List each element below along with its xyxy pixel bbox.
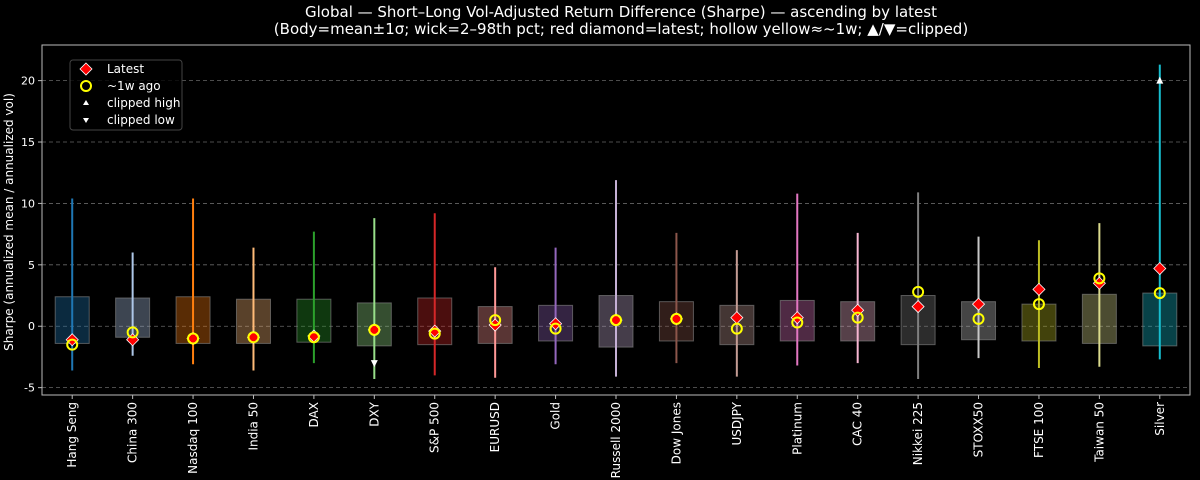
y-axis-label: Sharpe (annualized mean / annualized vol… [2,93,16,351]
week-ago-marker [368,323,381,336]
week-ago-marker [1093,272,1106,285]
x-tick-label: China 300 [126,402,140,463]
box-india-50 [235,247,271,371]
week-ago-marker [1153,287,1166,300]
x-tick-label: Russell 2000 [609,402,623,478]
box-taiwan-50 [1081,223,1117,367]
latest-marker [911,300,925,314]
box-silver [1142,64,1178,360]
x-tick-label: EURUSD [488,402,502,452]
box-nasdaq-100 [175,198,211,365]
box-platinum [779,193,815,366]
legend-diamond-icon [79,62,93,76]
box-eurusd [477,267,513,378]
x-tick-label: Gold [549,402,563,430]
week-ago-marker [247,331,260,344]
clipped-high-marker [1156,76,1164,84]
legend-label: Latest [107,62,144,76]
week-ago-marker [1032,298,1045,311]
box-usdjpy [719,250,755,377]
x-tick-label: Dow Jones [669,402,683,464]
x-tick-label: USDJPY [730,401,744,445]
week-ago-marker [670,312,683,325]
chart-subtitle: (Body=mean±1σ; wick=2–98th pct; red diam… [274,20,968,38]
x-tick-label: S&P 500 [428,402,442,453]
box-hang-seng [54,198,90,371]
week-ago-marker [549,322,562,335]
x-tick-label: CAC 40 [851,402,865,446]
legend-label: clipped low [107,113,175,127]
x-tick-label: STOXX50 [972,402,986,457]
x-tick-label: Platinum [790,402,804,455]
y-tick-label: 10 [21,197,35,210]
box-dax [296,231,332,364]
box-ftse-100 [1021,240,1057,368]
latest-marker [1032,282,1046,296]
box-russell-2000 [598,180,634,377]
legend-triangle-down-icon [83,118,89,123]
x-tick-label: DAX [307,402,321,427]
x-tick-label: Silver [1153,402,1167,436]
week-ago-marker [66,338,79,351]
box-gold [538,247,574,365]
box-dow-jones [658,232,694,364]
x-tick-label: Hang Seng [65,402,79,468]
week-ago-marker [972,312,985,325]
box-s-p-500 [417,213,453,376]
y-tick-label: 0 [28,320,35,333]
week-ago-marker [610,314,622,327]
legend: Latest ~1w ago clipped high clipped low [69,59,183,131]
box-stoxx50 [961,236,997,359]
x-tick-label: FTSE 100 [1032,402,1046,458]
x-tick-label: India 50 [246,402,260,451]
week-ago-marker [187,332,200,345]
week-ago-marker [126,326,139,339]
box-nikkei-225 [900,192,936,380]
week-ago-marker [791,316,804,329]
week-ago-marker [730,322,743,335]
latest-marker [971,297,986,311]
box-china-300 [115,252,151,356]
week-ago-marker [489,314,502,327]
legend-triangle-up-icon [83,100,89,105]
y-tick-label: -5 [24,382,35,395]
box-dxy [356,218,392,380]
legend-label: ~1w ago [107,79,161,93]
legend-label: clipped high [107,96,180,110]
x-tick-label: Nikkei 225 [911,402,925,465]
chart-title: Global — Short–Long Vol-Adjusted Return … [305,3,937,21]
x-tick-label: DXY [367,401,381,426]
y-tick-label: 5 [28,259,35,272]
legend-circle-icon [80,80,92,92]
week-ago-marker [851,311,864,324]
y-tick-label: 20 [21,75,35,88]
box-cac-40 [840,232,876,364]
week-ago-marker [912,285,925,298]
week-ago-marker [428,327,441,340]
y-tick-label: 15 [21,136,35,149]
clipped-low-marker [370,360,378,368]
latest-marker [1153,261,1167,276]
x-tick-label: Taiwan 50 [1092,402,1106,463]
x-tick-label: Nasdaq 100 [186,402,200,474]
week-ago-marker [307,331,320,344]
